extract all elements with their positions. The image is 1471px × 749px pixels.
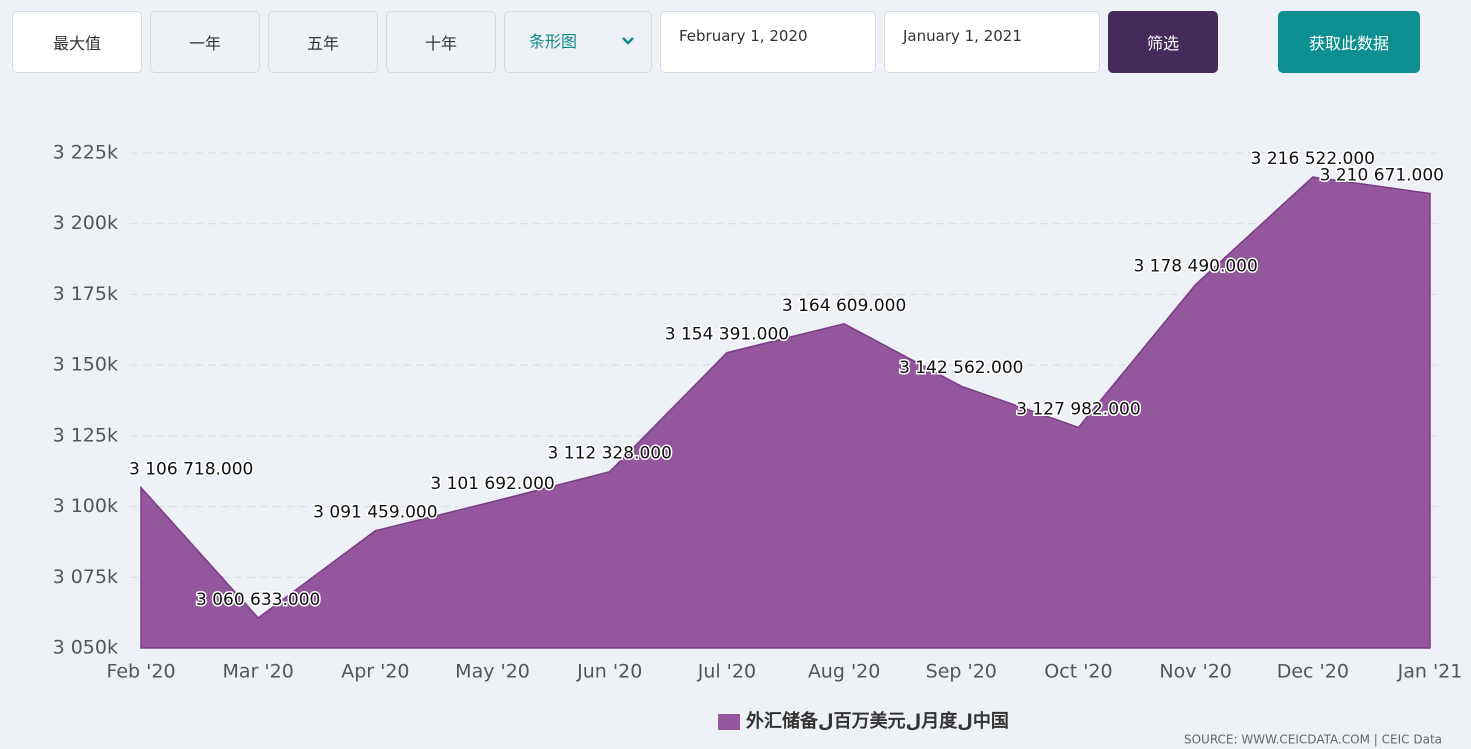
data-label: 3 127 982.000 xyxy=(1016,399,1140,419)
date-input[interactable]: January 1, 2021 xyxy=(884,11,1100,73)
area xyxy=(140,176,1431,649)
y-tick-label: 3 050k xyxy=(53,637,118,659)
x-tick-label: Feb '20 xyxy=(106,661,175,683)
x-tick-label: Apr '20 xyxy=(341,661,409,683)
chevron xyxy=(622,37,634,45)
data-label: 3 210 671.000 xyxy=(1320,166,1444,186)
source: SOURCE: WWW.CEICDATA.COM | CEIC Data xyxy=(1184,733,1442,747)
x-tick-label: Nov '20 xyxy=(1159,661,1232,683)
x-tick-label: Aug '20 xyxy=(808,661,881,683)
legend-swatch xyxy=(718,714,740,730)
x-tick-label: May '20 xyxy=(455,661,530,683)
data-label: 3 091 459.000 xyxy=(313,503,437,523)
filter-button[interactable]: 筛选 xyxy=(1108,11,1218,73)
range-button[interactable]: 一年 xyxy=(150,11,260,73)
chart-select[interactable]: 条形图 xyxy=(504,11,652,73)
y-tick-label: 3 150k xyxy=(53,354,118,376)
data-label: 3 154 391.000 xyxy=(665,325,789,345)
toolbar: 最大值 一年 五年 十年 条形图 February 1, 2020 Januar… xyxy=(12,11,1420,73)
data-label: 3 060 633.000 xyxy=(196,590,320,610)
range-button[interactable]: 十年 xyxy=(386,11,496,73)
data-label: 3 112 328.000 xyxy=(548,444,672,464)
y-tick-label: 3 125k xyxy=(53,424,118,446)
x-tick-label: Sep '20 xyxy=(926,661,997,683)
y-tick-label: 3 100k xyxy=(53,495,118,517)
get-data-button[interactable]: 获取此数据 xyxy=(1278,11,1420,73)
x-tick-label: Jul '20 xyxy=(697,661,756,683)
data-label: 3 142 562.000 xyxy=(899,358,1023,378)
y-tick-label: 3 225k xyxy=(53,142,118,164)
x-tick-label: Dec '20 xyxy=(1277,661,1349,683)
y-tick-label: 3 075k xyxy=(53,566,118,588)
data-label: 3 101 692.000 xyxy=(430,474,554,494)
x-tick-label: Jun '20 xyxy=(576,661,642,683)
data-label: 3 178 490.000 xyxy=(1133,257,1257,277)
data-label: 3 216 522.000 xyxy=(1251,149,1375,169)
data-label: 3 106 718.000 xyxy=(129,460,253,480)
x-tick-label: Mar '20 xyxy=(223,661,294,683)
select-text: 条形图 xyxy=(529,32,578,51)
x-tick-label: Jan '21 xyxy=(1397,661,1463,683)
range-button[interactable]: 最大值 xyxy=(12,11,142,73)
y-tick-label: 3 200k xyxy=(53,212,118,234)
range-button[interactable]: 五年 xyxy=(268,11,378,73)
x-tick-label: Oct '20 xyxy=(1044,661,1112,683)
legend-label: 外汇储备ل百万美元ل月度ل中国 xyxy=(746,710,1009,732)
date-input[interactable]: February 1, 2020 xyxy=(660,11,876,73)
data-label: 3 164 609.000 xyxy=(782,296,906,316)
y-tick-label: 3 175k xyxy=(53,283,118,305)
